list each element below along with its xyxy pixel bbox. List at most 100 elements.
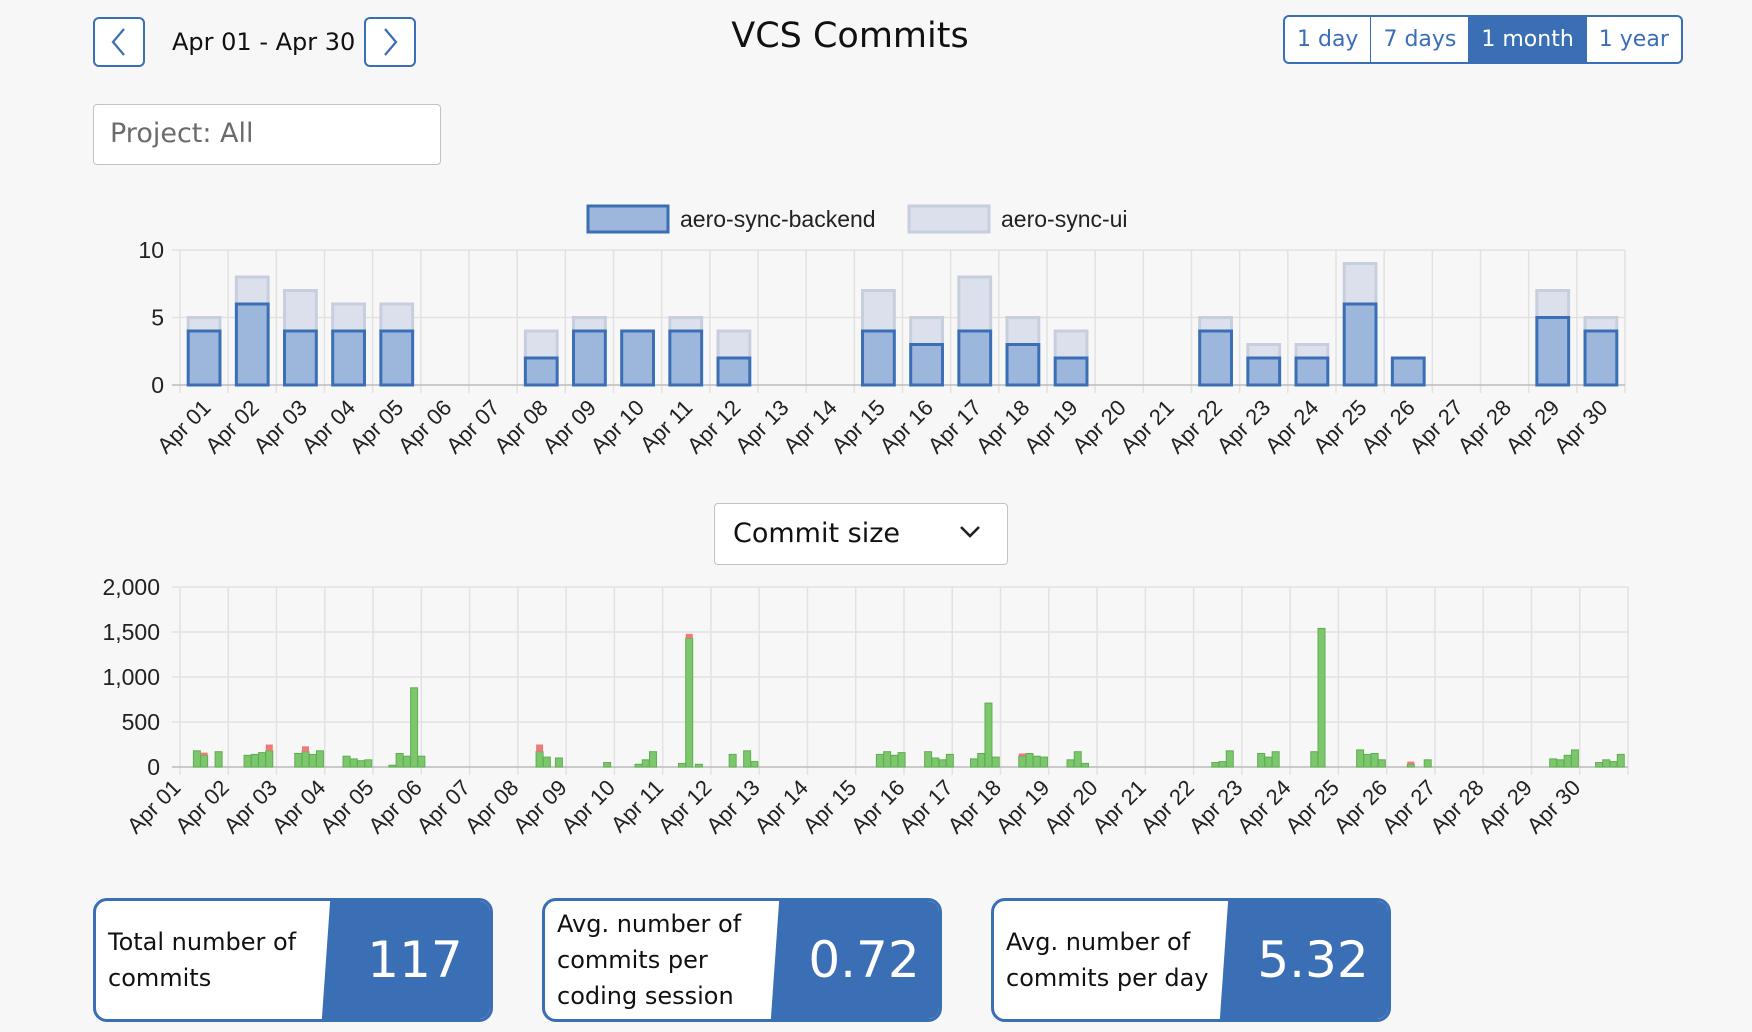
bar-lines-added[interactable] (402, 755, 411, 768)
bar-lines-added[interactable] (603, 762, 612, 768)
bar-aero-sync-ui[interactable] (1535, 289, 1571, 319)
bar-aero-sync-ui[interactable] (716, 329, 752, 360)
bar-lines-added[interactable] (1595, 762, 1604, 768)
bar-lines-added[interactable] (883, 751, 892, 768)
bar-lines-removed[interactable] (1018, 753, 1026, 757)
bar-lines-added[interactable] (924, 751, 933, 768)
bar-aero-sync-ui[interactable] (957, 275, 993, 333)
bar-aero-sync-backend[interactable] (716, 356, 752, 387)
bar-lines-added[interactable] (243, 754, 252, 768)
bar-aero-sync-ui[interactable] (283, 289, 318, 333)
bar-lines-added[interactable] (728, 753, 737, 768)
bar-lines-added[interactable] (1257, 753, 1266, 768)
bar-lines-added[interactable] (200, 754, 209, 768)
bar-aero-sync-backend[interactable] (234, 302, 270, 387)
bar-lines-added[interactable] (1570, 749, 1579, 768)
bar-lines-added[interactable] (1211, 762, 1220, 768)
bar-lines-added[interactable] (1377, 759, 1386, 768)
bar-lines-added[interactable] (265, 750, 274, 768)
bar-lines-added[interactable] (890, 754, 899, 768)
range-7-days-button[interactable]: 7 days (1371, 17, 1470, 62)
bar-aero-sync-backend[interactable] (957, 329, 993, 387)
bar-lines-removed[interactable] (1407, 761, 1415, 765)
bar-aero-sync-backend[interactable] (1535, 316, 1571, 387)
bar-lines-added[interactable] (750, 761, 759, 768)
bar-aero-sync-backend[interactable] (331, 329, 366, 387)
bar-lines-removed[interactable] (200, 752, 208, 756)
bar-lines-added[interactable] (542, 756, 551, 768)
bar-lines-added[interactable] (1271, 751, 1280, 768)
bar-lines-added[interactable] (214, 751, 223, 768)
bar-lines-added[interactable] (1066, 759, 1075, 768)
bar-lines-added[interactable] (1616, 753, 1625, 768)
bar-lines-added[interactable] (258, 752, 267, 768)
bar-lines-added[interactable] (1310, 751, 1319, 768)
legend-label-ui[interactable]: aero-sync-ui (1001, 206, 1128, 232)
bar-aero-sync-backend[interactable] (1005, 343, 1041, 387)
bar-lines-added[interactable] (364, 759, 373, 768)
bar-aero-sync-backend[interactable] (620, 329, 655, 387)
bar-aero-sync-ui[interactable] (1294, 343, 1330, 360)
next-period-button[interactable] (364, 17, 416, 67)
range-1-year-button[interactable]: 1 year (1598, 27, 1669, 52)
bar-lines-added[interactable] (977, 753, 986, 768)
bar-lines-removed[interactable] (685, 633, 693, 639)
bar-aero-sync-backend[interactable] (379, 329, 415, 387)
previous-period-button[interactable] (93, 17, 145, 67)
bar-lines-added[interactable] (417, 755, 426, 768)
project-filter-select[interactable]: Project: All (93, 104, 441, 165)
bar-aero-sync-backend[interactable] (1294, 356, 1330, 387)
bar-aero-sync-backend[interactable] (1246, 356, 1282, 387)
bar-lines-added[interactable] (1549, 758, 1558, 768)
bar-lines-added[interactable] (1556, 759, 1565, 768)
bar-lines-added[interactable] (1264, 756, 1273, 768)
bar-lines-added[interactable] (535, 751, 544, 768)
bar-aero-sync-backend[interactable] (283, 329, 318, 387)
bar-lines-added[interactable] (634, 763, 643, 768)
bar-lines-added[interactable] (301, 751, 310, 768)
bar-lines-added[interactable] (1073, 751, 1082, 768)
bar-lines-added[interactable] (641, 759, 650, 768)
bar-lines-added[interactable] (1423, 759, 1432, 768)
bar-lines-added[interactable] (349, 758, 358, 768)
bar-lines-added[interactable] (1032, 755, 1041, 768)
legend-label-backend[interactable]: aero-sync-backend (680, 206, 876, 232)
bar-lines-added[interactable] (410, 687, 419, 768)
bar-lines-added[interactable] (388, 764, 397, 768)
bar-aero-sync-ui[interactable] (668, 316, 704, 333)
bar-lines-removed[interactable] (301, 746, 309, 752)
bar-aero-sync-ui[interactable] (572, 316, 607, 333)
bar-lines-added[interactable] (1363, 753, 1372, 768)
bar-lines-added[interactable] (1081, 762, 1089, 768)
bar-lines-added[interactable] (875, 753, 884, 768)
bar-lines-added[interactable] (1609, 761, 1618, 768)
bar-aero-sync-backend[interactable] (909, 343, 944, 387)
bar-lines-added[interactable] (1602, 759, 1611, 768)
bar-lines-added[interactable] (1018, 755, 1027, 768)
bar-aero-sync-ui[interactable] (1053, 329, 1089, 360)
bar-aero-sync-backend[interactable] (523, 356, 559, 387)
bar-lines-added[interactable] (250, 753, 259, 768)
bar-aero-sync-backend[interactable] (1342, 302, 1378, 387)
bar-lines-added[interactable] (1406, 763, 1415, 768)
bar-lines-added[interactable] (1317, 627, 1326, 768)
bar-lines-added[interactable] (1218, 761, 1227, 768)
bar-lines-added[interactable] (969, 758, 978, 768)
bar-lines-added[interactable] (938, 759, 947, 768)
bar-lines-added[interactable] (984, 702, 993, 768)
bar-aero-sync-ui[interactable] (234, 275, 270, 306)
bar-lines-added[interactable] (342, 755, 351, 768)
bar-aero-sync-backend[interactable] (861, 329, 896, 387)
bar-lines-added[interactable] (294, 753, 303, 768)
bar-aero-sync-backend[interactable] (1583, 329, 1619, 387)
bar-aero-sync-backend[interactable] (1053, 356, 1089, 387)
bar-aero-sync-ui[interactable] (909, 316, 944, 346)
bar-lines-added[interactable] (315, 750, 324, 768)
bar-lines-added[interactable] (395, 753, 404, 768)
bar-lines-added[interactable] (554, 757, 563, 768)
bar-lines-added[interactable] (931, 757, 940, 768)
bar-lines-added[interactable] (1039, 756, 1048, 768)
bar-aero-sync-backend[interactable] (186, 329, 222, 387)
bar-aero-sync-ui[interactable] (379, 302, 415, 333)
bar-lines-added[interactable] (945, 753, 954, 768)
